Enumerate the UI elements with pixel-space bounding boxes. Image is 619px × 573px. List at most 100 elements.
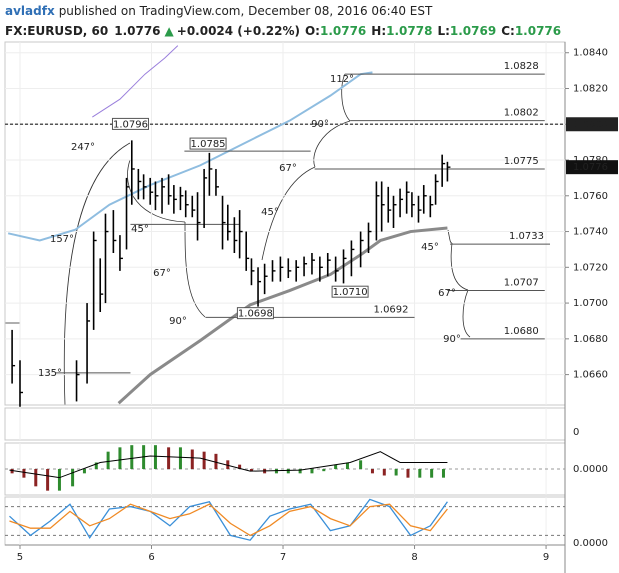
change: +0.0024 (+0.22%) [177,24,300,38]
ohlc-key: L: [437,24,449,38]
ohlc-value: 1.0776 [515,24,561,38]
arrow: ▲ [165,24,175,38]
histogram-bar [106,451,110,469]
price-mark-label: 1.0785 [191,139,226,150]
level-label: 1.0692 [374,304,409,315]
y-tick-label: 1.0820 [573,83,608,94]
symbol: FX:EURUSD, 60 [5,24,108,38]
histogram-bar [94,462,98,469]
histogram-bar [167,447,171,469]
level-label: 1.0680 [504,326,539,337]
y-tick-label: 1.0740 [573,227,608,238]
histogram-bar [370,469,374,474]
x-tick-label: 6 [148,552,154,563]
macd-line [9,451,448,479]
x-tick-label: 7 [280,552,286,563]
price-mark-box [189,137,227,150]
moving-average [117,226,448,405]
price-mark-label: 1.0698 [238,309,273,320]
histogram-bar [298,469,302,474]
histogram-bar [34,469,38,487]
ohlc-value: 1.0776 [320,24,366,38]
moving-average [92,45,179,118]
histogram-bar [118,447,122,469]
angle-label: 45° [421,242,439,253]
angle-label: 157° [50,234,74,245]
author: avladfx [5,4,55,18]
histogram-bar [274,469,278,474]
ohlc-value: 1.0769 [450,24,496,38]
last-price-box [566,160,618,175]
histogram-bar [82,469,86,474]
histogram-bar [153,445,157,469]
y-tick-label: 0 [573,427,579,438]
ohlc-key: H: [371,24,386,38]
y-tick-label: 1.0700 [573,298,608,309]
last-price-label: 1.0776 [573,162,608,173]
histogram-bar [57,469,61,491]
histogram-bar [406,469,410,478]
histogram-bar [334,464,338,469]
price-mark-box [236,307,274,320]
arc [127,159,186,223]
oscillator-line [9,498,448,541]
price-mark-box [331,285,369,298]
angle-label: 90° [169,316,187,327]
angle-label: 67° [153,268,171,279]
level-label: 1.0733 [509,231,544,242]
histogram-bar [238,464,242,469]
histogram-bar [22,469,26,478]
angle-label: 135° [38,368,62,379]
y-tick-label: 1.0720 [573,262,608,273]
arc [462,289,471,338]
angle-label: 247° [71,142,95,153]
ohlc-key: O: [305,24,320,38]
gann-arcs [5,73,471,406]
price-mark-label: 1.0796 [113,119,148,130]
angle-label: 67° [279,163,297,174]
arc [341,73,351,122]
level-label: 1.0707 [504,278,539,289]
y-tick-label: 1.0660 [573,370,608,381]
arc [184,221,206,318]
angle-label: 67° [438,288,456,299]
angle-label: 90° [443,334,461,345]
histogram-bar [226,460,230,469]
y-tick-label: 1.0680 [573,334,608,345]
histogram-bar [322,469,326,472]
histogram-bar [394,469,398,476]
y-tick-label: 1.0840 [573,48,608,59]
symbol-line: FX:EURUSD, 60 1.0776 ▲ +0.0024 (+0.22%) O:1.… [5,24,561,38]
angle-label: 45° [261,207,279,218]
histogram-bar [190,449,194,469]
price-mark-box [111,117,149,130]
level-label: 1.0775 [504,156,539,167]
level-label: 1.0828 [504,61,539,72]
y-tick-label: 0.0000 [573,464,608,475]
histogram-bar [286,469,290,474]
histogram-bar [202,451,206,469]
published: published on TradingView.com, December 0… [59,4,433,18]
histogram-bar [441,469,445,478]
x-tick-label: 5 [17,552,23,563]
histogram-bar [214,453,218,469]
arc [450,242,469,291]
x-tick-label: 8 [411,552,417,563]
histogram-bar [359,460,363,469]
level-label: 1.0802 [504,108,539,119]
histogram-bar [310,469,314,474]
histogram-bar [418,469,422,478]
histogram-bar [345,462,349,469]
histogram-bar [10,469,14,474]
x-tick-label: 9 [543,552,549,563]
histogram-bar [382,469,386,476]
angle-label: 112° [330,74,354,85]
angle-label: 45° [131,224,149,235]
price: 1.0776 [114,24,160,38]
ohlc-key: C: [501,24,515,38]
arc [447,229,453,244]
y-tick-label: 1.0800 [573,119,608,130]
histogram-bar [430,469,434,478]
